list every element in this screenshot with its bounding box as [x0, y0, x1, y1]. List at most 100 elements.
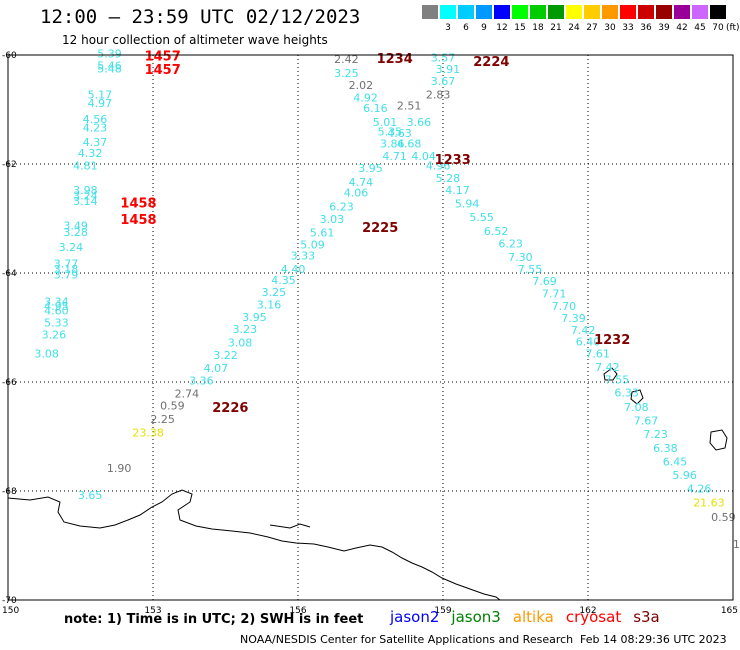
longitude-label: 165	[721, 606, 738, 616]
wave-height-value: 1.67	[733, 538, 740, 551]
wave-height-value: 3.66	[407, 116, 432, 129]
wave-height-value: 2.51	[397, 100, 422, 113]
wave-height-value: 5.39	[97, 48, 122, 61]
legend-label: 27	[586, 23, 598, 33]
pass-time-label: 1232	[594, 333, 630, 348]
legend-swatch	[530, 5, 546, 19]
wave-height-value: 7.69	[532, 275, 557, 288]
wave-height-value: 2.42	[334, 53, 359, 66]
wave-height-value: 6.16	[363, 102, 388, 115]
wave-height-value: 0.59	[160, 399, 185, 412]
wave-height-value: 4.26	[687, 483, 712, 496]
wave-height-value: 4.63	[387, 127, 412, 140]
legend-label: 33	[622, 23, 634, 33]
wave-height-value: 7.42	[595, 361, 620, 374]
legend-swatch	[674, 5, 690, 19]
legend-swatch	[458, 5, 474, 19]
pass-time-label: 2225	[362, 221, 398, 236]
island-balleny-2	[630, 389, 644, 405]
wave-height-value: 7.55	[518, 263, 543, 276]
wave-height-value: 6.33	[614, 387, 639, 400]
wave-height-value: 7.61	[585, 347, 610, 360]
legend-swatch	[494, 5, 510, 19]
wave-height-value: 2.25	[150, 413, 175, 426]
legend-swatch	[422, 5, 438, 19]
coast-east-inlet	[269, 523, 311, 529]
wave-height-value: 4.17	[445, 184, 470, 197]
legend-swatch	[512, 5, 528, 19]
wave-height-value: 3.25	[262, 286, 287, 299]
wave-height-value: 3.22	[213, 349, 238, 362]
wave-height-value: 4.35	[271, 274, 296, 287]
wave-height-value: 3.16	[257, 298, 282, 311]
latitude-label: -68	[2, 487, 17, 497]
wave-height-value: 4.68	[397, 138, 422, 151]
legend-label: 42	[676, 23, 688, 33]
legend-swatch	[476, 5, 492, 19]
legend-label: 15	[514, 23, 526, 33]
legend-swatch	[638, 5, 654, 19]
pass-time-label: 1234	[377, 52, 413, 67]
longitude-label: 153	[144, 606, 161, 616]
satellite-s3a: s3a	[633, 608, 660, 626]
latitude-label: -64	[2, 269, 17, 279]
satellite-legend: jason2 jason3 altika cryosat s3a	[390, 608, 672, 626]
legend-swatch	[602, 5, 618, 19]
legend-label: 3	[445, 23, 451, 33]
wave-height-value: 4.56	[83, 113, 108, 126]
pass-time-label: 1233	[435, 153, 471, 168]
legend-swatch	[548, 5, 564, 19]
pass-time-label: 1457	[145, 49, 181, 64]
wave-height-value: 21.63	[693, 496, 725, 509]
wave-height-value: 7.67	[634, 415, 659, 428]
wave-height-value: 4.07	[204, 362, 229, 375]
wave-height-value: 3.14	[73, 195, 98, 208]
wave-height-value: 5.61	[310, 226, 335, 239]
wave-height-value: 5.94	[455, 198, 480, 211]
wave-height-value: 3.49	[63, 219, 88, 232]
wave-height-value: 5.48	[97, 62, 122, 75]
longitude-label: 162	[579, 606, 596, 616]
wave-height-value: 5.33	[44, 316, 69, 329]
wave-height-value: 4.95	[44, 300, 69, 313]
wave-height-value: 4.74	[349, 176, 374, 189]
longitude-label: 159	[434, 606, 451, 616]
wave-height-value: 5.01	[373, 116, 398, 129]
legend-label: 45	[694, 23, 706, 33]
wave-height-value: 5.46	[97, 60, 122, 73]
wave-height-value: 6.45	[663, 455, 688, 468]
wave-height-value: 3.08	[228, 337, 253, 350]
wave-height-value: 4.06	[344, 187, 369, 200]
pass-time-label: 1458	[120, 213, 156, 228]
longitude-labels: 150 153 156 159 162 165	[2, 606, 738, 616]
wave-height-value: 5.17	[88, 89, 113, 102]
wave-height-value: 3.95	[242, 311, 267, 324]
wave-height-value: 3.98	[73, 184, 98, 197]
wave-height-value: 7.71	[542, 288, 567, 301]
wave-height-value: 3.77	[54, 258, 79, 271]
wave-height-value: 3.03	[320, 213, 345, 226]
wave-height-value: 3.18	[54, 263, 79, 276]
island-balleny-1	[603, 367, 618, 381]
legend-swatch	[566, 5, 582, 19]
wave-height-value: 6.23	[329, 200, 354, 213]
footer-note: note: 1) Time is in UTC; 2) SWH is in fe…	[64, 612, 364, 627]
legend-label: 9	[481, 23, 487, 33]
legend-swatch	[440, 5, 456, 19]
wave-height-value: 4.60	[44, 304, 69, 317]
wave-height-value: 3.28	[63, 226, 88, 239]
wave-height-value: 6.38	[653, 442, 678, 455]
wave-height-value: 3.67	[431, 75, 456, 88]
satellite-jason3: jason3	[451, 608, 501, 626]
wave-height-value: 3.36	[189, 375, 214, 388]
satellite-cryosat: cryosat	[565, 608, 622, 626]
legend-units: (ft)	[726, 23, 740, 33]
wave-height-value: 7.55	[605, 374, 630, 387]
legend-label: 39	[658, 23, 670, 33]
wave-height-value: 5.55	[469, 211, 494, 224]
wave-height-value: 3.79	[54, 268, 79, 281]
wave-height-value: 3.33	[291, 249, 316, 262]
map-frame	[7, 54, 734, 601]
wave-height-value: 1.90	[107, 462, 132, 475]
